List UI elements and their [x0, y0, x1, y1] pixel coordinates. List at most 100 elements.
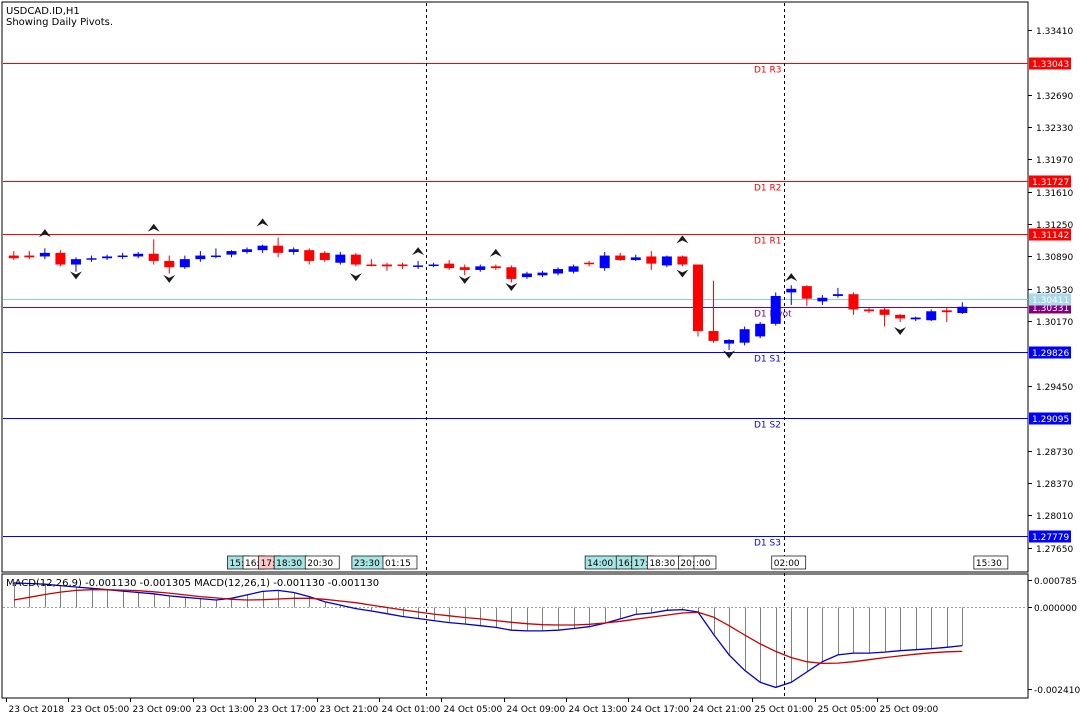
candle	[615, 252, 626, 261]
fractal-up-icon	[676, 235, 689, 244]
candle-body	[801, 286, 812, 299]
candle-body	[739, 329, 750, 343]
candle	[242, 247, 253, 254]
candle	[55, 250, 66, 267]
candle	[692, 264, 703, 337]
candle-body	[646, 256, 657, 264]
candle	[86, 255, 97, 262]
candle-body	[428, 264, 439, 267]
candle	[599, 251, 610, 271]
price-tick-label: 1.32330	[1036, 124, 1073, 134]
time-tags: 15: 16: 17: 18:30 20:30 23:30 01:15 14:00 16: 17:…	[227, 555, 1009, 570]
candle-body	[288, 249, 299, 252]
candle	[506, 265, 517, 283]
candle-body	[381, 264, 392, 267]
current-price-tag	[1029, 293, 1071, 306]
candle-body	[475, 266, 486, 270]
candle	[801, 285, 812, 306]
price-tick-label: 1.31250	[1036, 221, 1073, 231]
candle	[413, 260, 424, 270]
candle	[475, 264, 486, 272]
pivot-price-tag-label: 1.29826	[1032, 349, 1069, 359]
candle	[739, 326, 750, 346]
time-tag-label: 20:30	[307, 559, 333, 569]
fractal-up-icon	[412, 247, 425, 256]
fractal-down-icon	[723, 350, 736, 359]
candle	[148, 239, 159, 265]
candle-body	[941, 310, 952, 313]
candle	[864, 307, 875, 314]
candle	[319, 251, 330, 262]
candles[interactable]	[8, 237, 968, 350]
candle-body	[148, 253, 159, 261]
candle	[8, 251, 19, 261]
time-tick-label: 23 Oct 13:00	[196, 705, 255, 715]
candle	[832, 287, 843, 298]
candle-body	[226, 251, 237, 255]
candle	[335, 251, 346, 265]
candle-body	[397, 264, 408, 267]
price-tick-label: 1.28370	[1036, 480, 1073, 490]
pivot-label: D1 R2	[754, 184, 782, 194]
candle	[941, 307, 952, 323]
candle-body	[335, 254, 346, 263]
candle-body	[926, 311, 937, 321]
macd-tick-label: 0.000000	[1034, 604, 1077, 614]
pivot-price-tag-label: 1.27779	[1032, 533, 1069, 543]
candle	[257, 244, 268, 253]
time-axis[interactable]: 23 Oct 2018 23 Oct 05:00 23 Oct 09:00 23 Oc…	[6, 698, 939, 715]
time-tag-label: 16:	[245, 559, 259, 569]
candle-body	[164, 260, 175, 268]
candle-body	[553, 269, 564, 274]
candle-body	[848, 294, 859, 310]
candle	[273, 237, 284, 258]
fractal-down-icon	[458, 275, 471, 284]
candle-body	[864, 309, 875, 312]
candle-body	[755, 323, 766, 337]
candle	[179, 255, 190, 270]
price-tick-label: 1.31970	[1036, 156, 1073, 166]
pivot-price-tag	[1029, 175, 1071, 188]
candle-body	[8, 255, 19, 259]
pivot-price-tag	[1029, 346, 1071, 359]
candle	[39, 248, 50, 260]
macd-tick-label: -0.002410	[1034, 686, 1080, 696]
price-tick-label: 1.30170	[1036, 318, 1073, 328]
candle	[288, 247, 299, 255]
price-axis[interactable]: 1.33043 1.31727 1.31142 1.30331 1.29826 1.290…	[1028, 27, 1073, 555]
candle	[677, 255, 688, 267]
price-pane-frame	[1, 1, 1029, 573]
candle-body	[692, 264, 703, 332]
candle	[708, 280, 719, 343]
macd-main-line	[13, 582, 963, 689]
time-tag-label: 20:10	[680, 559, 706, 569]
candle-body	[413, 265, 424, 267]
candle-body	[832, 294, 843, 296]
macd-indicator	[3, 582, 1028, 689]
candle-body	[350, 254, 361, 265]
candle	[848, 292, 859, 315]
price-tick-label: 1.30530	[1036, 286, 1073, 296]
current-price-tag-label: 1.30411	[1032, 296, 1069, 306]
fractal-up-icon	[489, 248, 502, 257]
time-tag-label: 15:	[229, 559, 243, 569]
price-tick-label: 1.29450	[1036, 383, 1073, 393]
candle-body	[195, 255, 206, 260]
candle-body	[910, 317, 921, 320]
time-tag-label: 16:	[618, 559, 632, 569]
candle-body	[584, 262, 595, 265]
candle-body	[506, 267, 517, 279]
candle-body	[459, 267, 470, 270]
candle-body	[304, 250, 315, 261]
candle	[521, 271, 532, 279]
pivot-price-tag-label: 1.31142	[1032, 231, 1069, 241]
fractal-up-icon	[785, 273, 798, 282]
pivot-label: D1 S2	[754, 421, 781, 431]
candle	[444, 260, 455, 270]
price-tick-label: 1.30890	[1036, 253, 1073, 263]
candle-body	[444, 263, 455, 269]
pivot-price-tag-label: 1.31727	[1032, 178, 1069, 188]
